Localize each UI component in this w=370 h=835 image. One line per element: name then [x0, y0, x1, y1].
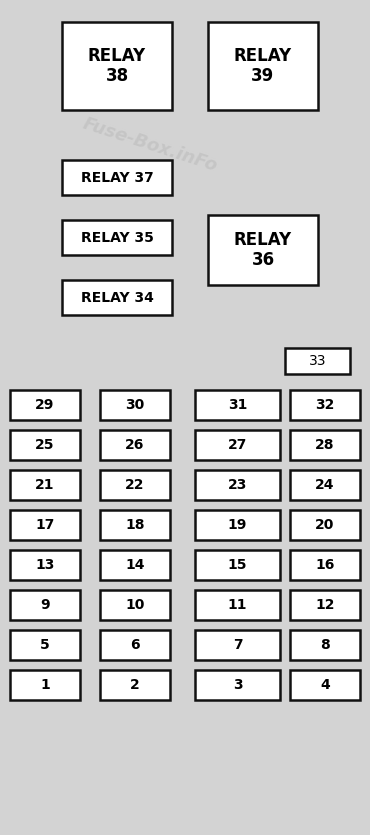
- FancyBboxPatch shape: [195, 430, 280, 460]
- Text: 19: 19: [228, 518, 247, 532]
- FancyBboxPatch shape: [195, 670, 280, 700]
- Text: 22: 22: [125, 478, 145, 492]
- FancyBboxPatch shape: [290, 670, 360, 700]
- Text: 15: 15: [228, 558, 247, 572]
- FancyBboxPatch shape: [100, 390, 170, 420]
- FancyBboxPatch shape: [10, 590, 80, 620]
- Text: RELAY
38: RELAY 38: [88, 47, 146, 85]
- Text: 11: 11: [228, 598, 247, 612]
- Text: RELAY
39: RELAY 39: [234, 47, 292, 85]
- FancyBboxPatch shape: [290, 510, 360, 540]
- FancyBboxPatch shape: [195, 630, 280, 660]
- FancyBboxPatch shape: [195, 590, 280, 620]
- Text: 16: 16: [315, 558, 335, 572]
- Text: 24: 24: [315, 478, 335, 492]
- FancyBboxPatch shape: [100, 670, 170, 700]
- FancyBboxPatch shape: [100, 510, 170, 540]
- Text: 9: 9: [40, 598, 50, 612]
- FancyBboxPatch shape: [290, 390, 360, 420]
- Text: 25: 25: [35, 438, 55, 452]
- FancyBboxPatch shape: [100, 590, 170, 620]
- Text: 17: 17: [35, 518, 55, 532]
- Text: 4: 4: [320, 678, 330, 692]
- FancyBboxPatch shape: [285, 348, 350, 374]
- Text: RELAY 37: RELAY 37: [81, 170, 154, 185]
- Text: 23: 23: [228, 478, 247, 492]
- Text: 2: 2: [130, 678, 140, 692]
- Text: 27: 27: [228, 438, 247, 452]
- Text: 13: 13: [35, 558, 55, 572]
- FancyBboxPatch shape: [62, 160, 172, 195]
- FancyBboxPatch shape: [290, 590, 360, 620]
- FancyBboxPatch shape: [10, 510, 80, 540]
- Text: 3: 3: [233, 678, 242, 692]
- FancyBboxPatch shape: [195, 470, 280, 500]
- FancyBboxPatch shape: [208, 215, 318, 285]
- FancyBboxPatch shape: [290, 470, 360, 500]
- Text: 8: 8: [320, 638, 330, 652]
- Text: 26: 26: [125, 438, 145, 452]
- FancyBboxPatch shape: [62, 22, 172, 110]
- Text: 6: 6: [130, 638, 140, 652]
- Text: 1: 1: [40, 678, 50, 692]
- FancyBboxPatch shape: [195, 390, 280, 420]
- FancyBboxPatch shape: [10, 470, 80, 500]
- Text: Fuse-Box.inFo: Fuse-Box.inFo: [80, 114, 220, 175]
- FancyBboxPatch shape: [195, 550, 280, 580]
- Text: 33: 33: [309, 354, 326, 368]
- Text: 7: 7: [233, 638, 242, 652]
- FancyBboxPatch shape: [10, 430, 80, 460]
- FancyBboxPatch shape: [100, 430, 170, 460]
- FancyBboxPatch shape: [10, 390, 80, 420]
- FancyBboxPatch shape: [290, 630, 360, 660]
- Text: 5: 5: [40, 638, 50, 652]
- Text: 20: 20: [315, 518, 335, 532]
- Text: RELAY
36: RELAY 36: [234, 230, 292, 270]
- FancyBboxPatch shape: [208, 22, 318, 110]
- Text: RELAY 34: RELAY 34: [81, 291, 154, 305]
- Text: 28: 28: [315, 438, 335, 452]
- Text: 14: 14: [125, 558, 145, 572]
- Text: 18: 18: [125, 518, 145, 532]
- FancyBboxPatch shape: [290, 430, 360, 460]
- FancyBboxPatch shape: [195, 510, 280, 540]
- Text: 29: 29: [35, 398, 55, 412]
- Text: 21: 21: [35, 478, 55, 492]
- FancyBboxPatch shape: [62, 220, 172, 255]
- FancyBboxPatch shape: [100, 470, 170, 500]
- FancyBboxPatch shape: [10, 630, 80, 660]
- FancyBboxPatch shape: [62, 280, 172, 315]
- Text: 32: 32: [315, 398, 335, 412]
- Text: 12: 12: [315, 598, 335, 612]
- Text: 31: 31: [228, 398, 247, 412]
- Text: RELAY 35: RELAY 35: [81, 230, 154, 245]
- FancyBboxPatch shape: [10, 670, 80, 700]
- Text: 10: 10: [125, 598, 145, 612]
- Text: 30: 30: [125, 398, 145, 412]
- FancyBboxPatch shape: [100, 630, 170, 660]
- FancyBboxPatch shape: [290, 550, 360, 580]
- FancyBboxPatch shape: [100, 550, 170, 580]
- FancyBboxPatch shape: [10, 550, 80, 580]
